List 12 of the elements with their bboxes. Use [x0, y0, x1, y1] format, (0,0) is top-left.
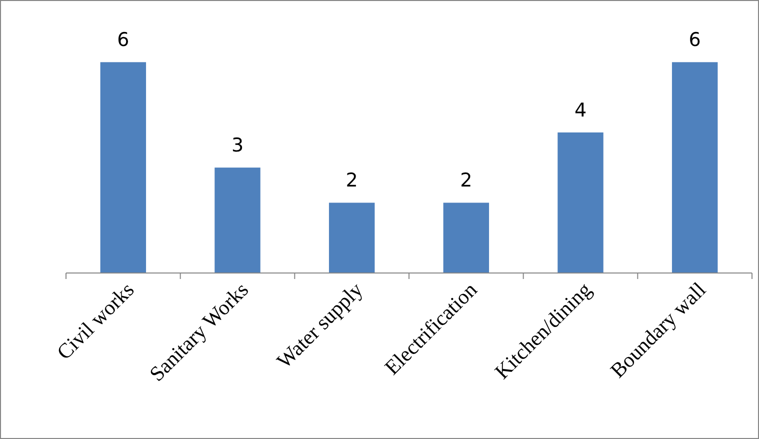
data-label: 6: [117, 29, 130, 52]
data-label: 6: [688, 29, 701, 52]
bar: [328, 202, 375, 273]
bar: [214, 168, 260, 273]
bar: [443, 202, 490, 273]
bar: [672, 62, 718, 273]
data-label: 3: [231, 134, 244, 157]
bar: [558, 132, 604, 273]
data-label: 4: [574, 99, 587, 122]
bar: [100, 62, 146, 273]
data-label: 2: [460, 170, 472, 192]
data-label: 2: [346, 170, 358, 192]
